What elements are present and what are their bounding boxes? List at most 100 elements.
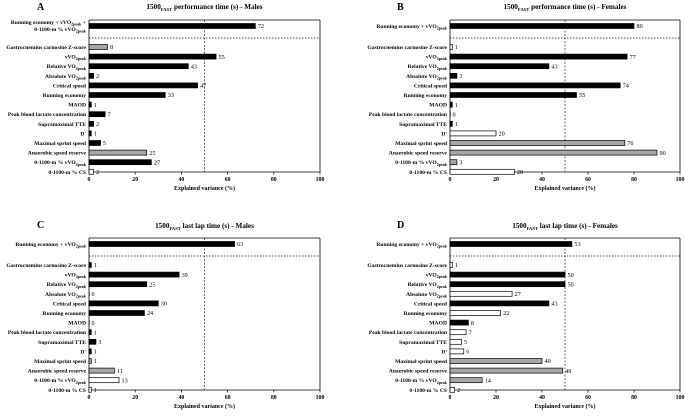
bar-label: vVO2peak	[426, 55, 448, 62]
data-label: 1	[94, 102, 97, 109]
data-label: 1	[94, 329, 97, 336]
x-tick-label: 20	[493, 395, 499, 401]
data-label: 13	[122, 377, 128, 384]
bar-label: Anaerobic speed reserve	[28, 369, 87, 375]
bar-label: MAOD	[68, 103, 86, 109]
bar	[450, 111, 451, 117]
x-tick-label: 20	[493, 177, 499, 183]
bar	[88, 386, 92, 393]
bar	[88, 241, 235, 247]
x-axis-label: Explained variance (%)	[174, 185, 235, 192]
x-tick-label: 80	[631, 177, 637, 183]
bar-label: Maximal sprint speed	[34, 359, 87, 365]
bar-label: Peak blood lactate concentration	[369, 112, 448, 118]
bar	[449, 92, 577, 98]
chart-title: 1500FAST performance time (s) - Males	[146, 3, 262, 12]
bar-label: MAOD	[68, 321, 86, 327]
bar	[88, 281, 148, 288]
data-label: 1	[94, 262, 97, 269]
bar-label: Gastrocnemius carnosine Z-score	[6, 45, 86, 51]
bar-label: Running economy + vVO2peak	[376, 242, 447, 249]
bar	[88, 140, 101, 146]
bar	[88, 262, 92, 268]
bar-label: MAOD	[429, 103, 447, 109]
bar	[88, 130, 92, 137]
data-label: 11	[117, 368, 123, 375]
data-label: 7	[469, 329, 472, 336]
data-label: 1	[455, 121, 458, 128]
bar-label: Running economy + vVO2peak	[15, 242, 86, 249]
data-label: 7	[108, 111, 111, 118]
bar	[449, 281, 566, 288]
x-tick-label: 60	[585, 395, 591, 401]
bar-label: Supramaximal TTE	[38, 122, 86, 128]
bar	[449, 168, 515, 175]
bar-label: Gastrocnemius carnosine Z-score	[367, 45, 447, 51]
bar	[89, 320, 90, 326]
data-label: 80	[637, 23, 643, 30]
x-tick-label: 100	[676, 395, 685, 401]
bar	[88, 168, 94, 175]
bar-label: 0-1100-m % vVO2peak	[395, 378, 448, 385]
bar	[449, 140, 626, 146]
data-label: 40	[545, 358, 551, 365]
data-label: 27	[154, 159, 160, 166]
data-label: 0	[453, 111, 456, 118]
bar	[88, 149, 148, 156]
data-label: 3	[459, 159, 462, 166]
bar	[449, 23, 635, 29]
bar-label: Anaerobic speed reserve	[389, 151, 448, 157]
data-label: 2	[457, 387, 460, 394]
bar	[449, 101, 453, 108]
bar-label: Supramaximal TTE	[38, 340, 86, 346]
panel-letter: C	[37, 220, 44, 231]
x-tick-label: 0	[449, 177, 452, 183]
x-tick-label: 0	[449, 395, 452, 401]
bar-label: Relative VO2peak	[408, 64, 448, 71]
x-tick-label: 60	[225, 177, 231, 183]
data-label: 1	[94, 387, 97, 394]
bar	[449, 338, 462, 345]
bar	[449, 82, 621, 89]
bar-label: Anaerobic speed reserve	[28, 151, 87, 157]
bar-label: Absolute VO2peak	[406, 74, 448, 81]
data-label: 50	[568, 272, 574, 279]
bar-label: Running economy + vVO2peak +	[11, 20, 86, 27]
data-label: 77	[630, 54, 636, 61]
bar	[88, 310, 145, 316]
bar-label: 0-1100-m % CS	[409, 388, 447, 394]
bar-label: Peak blood lactate concentration	[8, 330, 87, 336]
bar-label: Critical speed	[53, 301, 87, 307]
bar-label: Maximal sprint speed	[34, 141, 87, 147]
data-label: 43	[191, 63, 197, 70]
bar-label: 0-1100-m % CS	[48, 388, 86, 394]
panel-b: B 1500FAST performance time (s) - Females…	[367, 2, 684, 192]
data-label: 25	[149, 281, 155, 288]
bar	[88, 329, 92, 336]
bar	[88, 358, 92, 364]
bar	[88, 111, 106, 118]
bar	[449, 53, 628, 60]
panel-letter: B	[397, 2, 404, 13]
data-label: 22	[503, 310, 509, 317]
x-tick-label: 40	[179, 177, 185, 183]
bar	[88, 82, 198, 89]
bar-label: Relative VO2peak	[408, 282, 448, 289]
bar	[88, 300, 159, 307]
x-tick-label: 80	[271, 177, 277, 183]
bar	[449, 300, 550, 307]
bar	[449, 358, 543, 364]
data-label: 43	[551, 63, 557, 70]
bar-label: Relative VO2peak	[47, 64, 87, 71]
bar-label: Gastrocnemius carnosine Z-score	[367, 263, 447, 269]
bar	[88, 348, 92, 355]
x-tick-label: 40	[179, 395, 185, 401]
x-axis-label: Explained variance (%)	[535, 403, 596, 410]
bar-label: 0-1100-m % CS	[409, 170, 447, 176]
bar-label: Running economy	[43, 93, 87, 99]
bar	[449, 72, 458, 79]
bar-label: D'	[80, 131, 86, 137]
bar	[88, 159, 152, 166]
